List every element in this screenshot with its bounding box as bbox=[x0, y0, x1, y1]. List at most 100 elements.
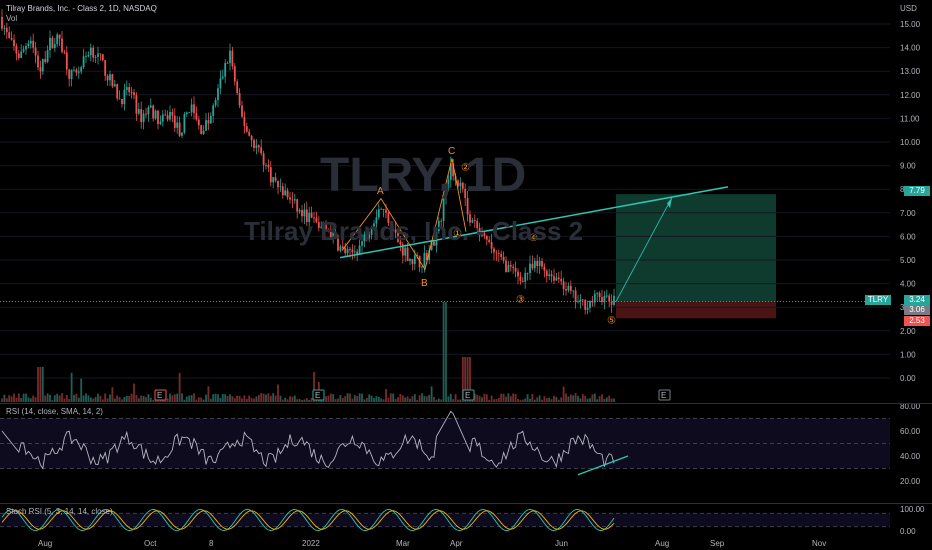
candle-body bbox=[205, 120, 207, 131]
volume-bar bbox=[20, 398, 23, 402]
earnings-marker[interactable]: E bbox=[462, 389, 475, 401]
earnings-marker[interactable]: E bbox=[658, 389, 671, 401]
volume-bar bbox=[73, 394, 75, 402]
candle-body bbox=[128, 87, 131, 93]
volume-bar bbox=[34, 397, 37, 402]
candle-body bbox=[301, 210, 303, 217]
rsi-label[interactable]: RSI (14, close, SMA, 14, 2) bbox=[6, 407, 103, 416]
candle-body bbox=[164, 114, 167, 116]
candle-body bbox=[118, 98, 121, 100]
price-tick-label: 4.00 bbox=[900, 280, 916, 289]
wave-label: A bbox=[377, 186, 384, 197]
candle-body bbox=[469, 214, 471, 223]
volume-bar bbox=[382, 399, 385, 402]
time-tick-label: Aug bbox=[655, 539, 669, 548]
volume-bar bbox=[25, 393, 27, 402]
volume-bar bbox=[157, 399, 159, 402]
volume-bar bbox=[214, 393, 217, 402]
volume-bar bbox=[363, 399, 366, 402]
volume-bar bbox=[265, 394, 267, 402]
time-tick-label: 2022 bbox=[302, 539, 320, 548]
candle-body bbox=[37, 55, 39, 68]
stoch-rsi-label[interactable]: Stoch RSI (5, 3, 14, 14, close) bbox=[6, 507, 113, 516]
candle-body bbox=[457, 180, 459, 187]
volume-bar bbox=[257, 394, 260, 402]
candle-body bbox=[425, 253, 428, 260]
time-axis: Aug Oct 8 2022 Mar Apr Jun Aug Sep Nov bbox=[38, 539, 826, 548]
price-tick-label: 12.00 bbox=[900, 91, 921, 100]
candle-body bbox=[514, 268, 517, 272]
candle-body bbox=[281, 186, 284, 196]
earnings-marker[interactable]: E bbox=[154, 389, 167, 401]
volume-bar bbox=[224, 394, 227, 402]
candle-body bbox=[346, 249, 349, 254]
volume-bar bbox=[581, 394, 584, 402]
earnings-marker-box bbox=[154, 389, 167, 401]
volume-bar bbox=[507, 393, 510, 402]
candle-body bbox=[581, 299, 584, 301]
earnings-marker-label: E bbox=[157, 391, 162, 400]
stoch-pane: 100.00 0.00 bbox=[0, 505, 925, 536]
volume-bar bbox=[236, 395, 239, 402]
candle-body bbox=[392, 229, 395, 231]
target-price-tag: 7.79 bbox=[904, 186, 930, 196]
candle-body bbox=[176, 122, 179, 128]
price-tick-label: 6.00 bbox=[900, 232, 916, 241]
volume-bar bbox=[601, 394, 603, 402]
volume-bar bbox=[591, 394, 594, 402]
candle-body bbox=[565, 289, 567, 291]
candle-body bbox=[399, 241, 402, 245]
candle-body bbox=[22, 49, 25, 52]
price-tick-label: 1.00 bbox=[900, 350, 916, 359]
volume-bar bbox=[142, 396, 145, 402]
candle-body bbox=[46, 50, 49, 62]
volume-bar bbox=[397, 397, 399, 402]
candle-body bbox=[449, 163, 452, 180]
volume-bar bbox=[346, 393, 349, 402]
volume-bar bbox=[77, 397, 80, 402]
candle-body bbox=[409, 259, 411, 262]
volume-bar bbox=[569, 394, 572, 402]
volume-bar bbox=[565, 393, 567, 402]
candle-body bbox=[591, 300, 594, 303]
candle-body bbox=[159, 121, 162, 125]
volume-bar bbox=[545, 398, 548, 402]
earnings-marker[interactable]: E bbox=[312, 389, 325, 401]
volume-bar bbox=[389, 393, 392, 402]
volume-bar bbox=[195, 399, 198, 402]
candle-body bbox=[329, 231, 332, 238]
volume-bar bbox=[514, 393, 517, 402]
candle-body bbox=[147, 107, 150, 115]
candle-body bbox=[289, 197, 291, 200]
candle-body bbox=[99, 53, 102, 55]
volume-bar bbox=[169, 393, 171, 402]
earnings-marker-box bbox=[312, 389, 325, 401]
candle-body bbox=[173, 115, 176, 128]
watermark-symbol: TLRY, 1D bbox=[320, 149, 527, 202]
candle-body bbox=[94, 56, 97, 58]
volume-bar bbox=[485, 394, 488, 402]
candle-body bbox=[303, 209, 306, 217]
volume-bar bbox=[524, 398, 527, 402]
pane-separator-stoch[interactable] bbox=[0, 503, 932, 504]
candle-body bbox=[149, 105, 152, 108]
candle-body bbox=[459, 182, 462, 187]
volume-bar bbox=[574, 393, 577, 402]
volume-bar bbox=[500, 393, 503, 402]
candle-body bbox=[229, 50, 231, 64]
candle-body bbox=[500, 253, 503, 257]
candle-body bbox=[113, 84, 116, 87]
stop-price-tag: 2.53 bbox=[904, 316, 930, 326]
candle-body bbox=[145, 113, 147, 115]
volume-bar bbox=[231, 396, 234, 402]
pane-separator-rsi[interactable] bbox=[0, 403, 932, 404]
candle-body bbox=[567, 285, 570, 291]
candle-body bbox=[13, 39, 15, 47]
volume-bar bbox=[550, 399, 553, 402]
candle-body bbox=[260, 147, 263, 154]
volume-bar bbox=[250, 398, 253, 402]
candle-body bbox=[550, 274, 553, 277]
volume-bar bbox=[181, 393, 183, 402]
candle-body bbox=[481, 233, 483, 236]
